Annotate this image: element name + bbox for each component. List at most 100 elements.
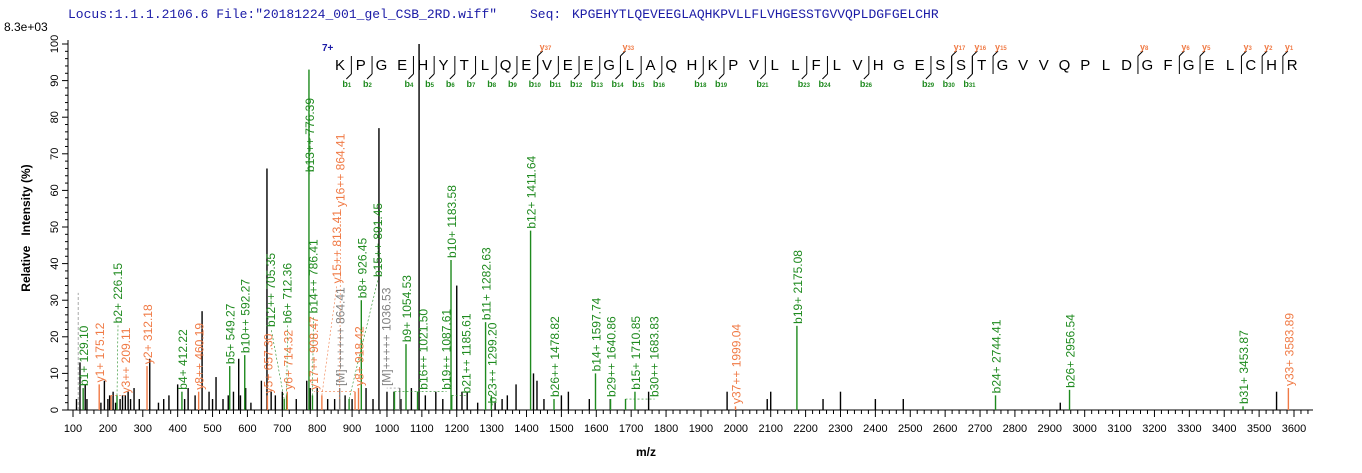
x-tick-label: 3000: [1072, 423, 1096, 435]
residue: Q: [500, 57, 512, 74]
fragment-tick: [428, 73, 435, 80]
fragment-tick: [971, 50, 978, 57]
peak-label: b12++ 705.35: [264, 253, 278, 327]
residue: H: [686, 57, 697, 74]
fragment-tick: [925, 73, 932, 80]
x-tick-label: 700: [273, 423, 291, 435]
peak-label: y2+ 312.18: [141, 304, 155, 364]
fragment-tick: [490, 73, 497, 80]
residue: V: [749, 57, 759, 74]
b-fragment-label: b24: [818, 79, 831, 89]
b-fragment-label: b7: [467, 79, 477, 89]
residue: G: [376, 57, 388, 74]
residue: L: [833, 57, 841, 74]
x-tick-label: 1100: [410, 423, 434, 435]
y-tick-label: 10: [49, 367, 61, 379]
b-fragment-label: b21: [756, 79, 769, 89]
label-leader-line: [116, 325, 119, 396]
residue: P: [1080, 57, 1090, 74]
residue: Q: [1059, 57, 1071, 74]
y-fragment-label: y1: [1285, 42, 1294, 52]
charge-state-label: 7+: [322, 43, 334, 54]
x-tick-label: 1700: [619, 423, 643, 435]
y-tick-label: 60: [49, 184, 61, 196]
y-tick-label: 70: [49, 148, 61, 160]
y-tick-label: 80: [49, 111, 61, 123]
peak-label: b30++ 1683.83: [648, 316, 662, 397]
b-fragment-label: b11: [549, 79, 562, 89]
x-tick-label: 400: [168, 423, 186, 435]
x-tick-label: 3400: [1212, 423, 1236, 435]
fragment-tick: [822, 73, 828, 80]
peak-label: y15++ 813.41: [330, 210, 344, 284]
x-tick-label: 2100: [758, 423, 782, 435]
x-tick-label: 1300: [479, 423, 503, 435]
residue: E: [563, 57, 573, 74]
peak-label: b31+ 3453.87: [1237, 330, 1251, 404]
x-tick-label: 2900: [1038, 423, 1062, 435]
peak-label: b5+ 549.27: [224, 303, 238, 364]
peak-label: y33+ 3583.89: [1282, 313, 1296, 386]
residue: V: [852, 57, 862, 74]
peak-label: y5+ 657.30: [261, 333, 275, 393]
y-tick-label: 100: [49, 35, 61, 53]
residue: L: [791, 57, 799, 74]
x-tick-label: 100: [64, 423, 82, 435]
fragment-tick: [1137, 50, 1144, 57]
fragment-tick: [573, 73, 580, 80]
y-fragment-label: y2: [1264, 42, 1273, 52]
residue: H: [417, 57, 428, 74]
fragment-tick: [1178, 50, 1185, 57]
y-tick-label: 20: [49, 331, 61, 343]
x-tick-label: 2700: [968, 423, 992, 435]
residue: P: [356, 57, 366, 74]
seq-label: Seq:: [530, 7, 561, 22]
y-fragment-label: y16: [974, 42, 986, 52]
fragment-tick: [1261, 50, 1268, 57]
residue: G: [1183, 57, 1195, 74]
residue: D: [1121, 57, 1132, 74]
x-tick-label: 1400: [514, 423, 538, 435]
x-tick-label: 2600: [933, 423, 957, 435]
b-fragment-label: b8: [487, 79, 497, 89]
residue: V: [1018, 57, 1028, 74]
peak-label: b21++ 1185.61: [460, 313, 474, 393]
residue: H: [873, 57, 884, 74]
residue: T: [977, 57, 986, 74]
fragment-tick: [656, 73, 663, 80]
locus-file-title: Locus:1.1.1.2106.6 File:"20181224_001_ge…: [68, 7, 497, 22]
residue: A: [645, 57, 655, 74]
x-tick-label: 3600: [1282, 423, 1306, 435]
residue: V: [542, 57, 552, 74]
x-tick-label: 1200: [445, 423, 469, 435]
fragment-tick: [620, 50, 626, 57]
x-tick-label: 600: [238, 423, 256, 435]
fragment-tick: [1241, 50, 1247, 57]
y-tick-label: 30: [49, 294, 61, 306]
fragment-tick: [1199, 50, 1206, 57]
peak-label: b1+ 129.10: [77, 325, 91, 386]
b-fragment-label: b19: [715, 79, 728, 89]
x-tick-label: 2200: [793, 423, 817, 435]
y-fragment-label: y5: [1202, 42, 1211, 52]
residue: L: [626, 57, 634, 74]
fragment-tick: [1282, 50, 1289, 57]
b-fragment-label: b12: [570, 79, 583, 89]
b-fragment-label: b10: [529, 79, 542, 89]
b-fragment-label: b29: [922, 79, 935, 89]
residue: R: [1287, 57, 1298, 74]
b-fragment-label: b14: [611, 79, 624, 89]
residue: E: [1204, 57, 1214, 74]
b-fragment-label: b4: [404, 79, 414, 89]
fragment-tick: [594, 73, 601, 80]
peak-label: b12+ 1411.64: [525, 155, 539, 228]
fragment-tick: [635, 73, 642, 80]
residue: F: [1163, 57, 1172, 74]
peak-label: b14++ 786.41: [306, 239, 320, 313]
peak-label: b13++ 776.39: [303, 98, 317, 172]
residue: Q: [665, 57, 677, 74]
x-tick-label: 2400: [863, 423, 887, 435]
y-fragment-label: y33: [622, 42, 634, 52]
b-fragment-label: b13: [591, 79, 604, 89]
x-tick-label: 2000: [724, 423, 748, 435]
